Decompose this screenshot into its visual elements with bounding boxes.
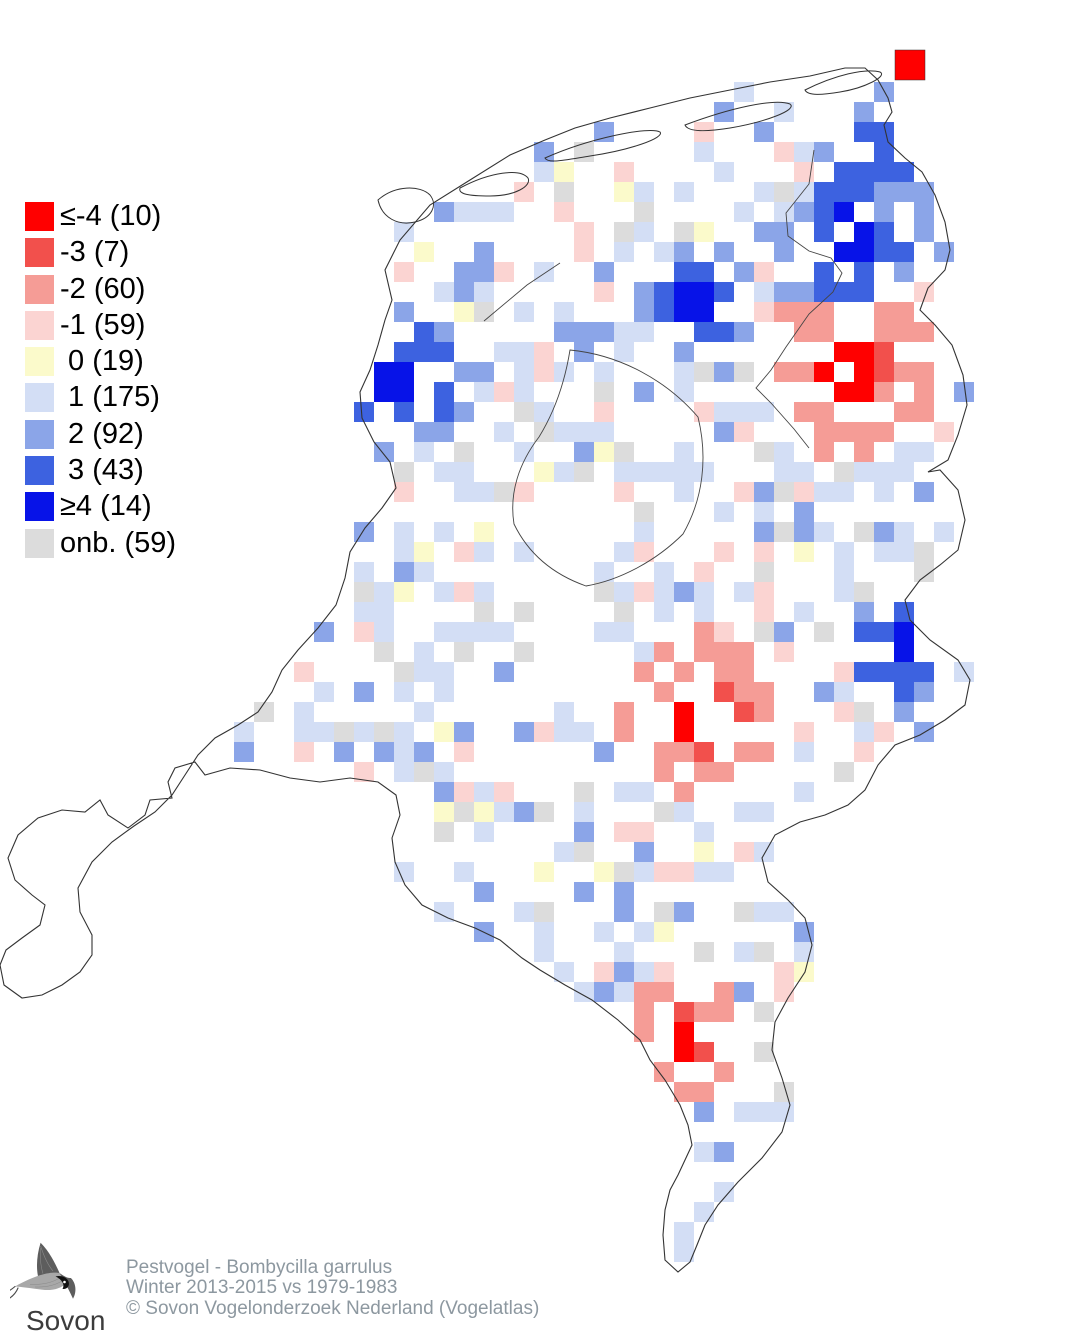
svg-text:Sovon: Sovon	[26, 1305, 105, 1336]
